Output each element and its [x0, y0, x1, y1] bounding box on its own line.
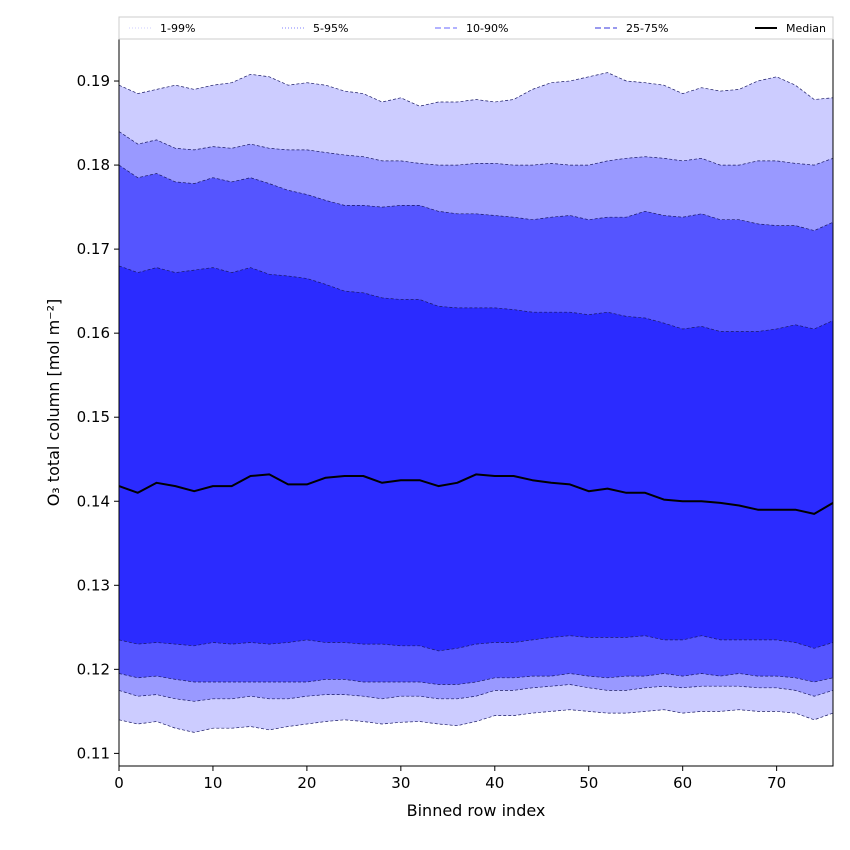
band-p25_75-lower-edge: [118, 635, 834, 652]
legend-label-p5_95: 5-95%: [313, 22, 348, 35]
x-tick-label: 50: [579, 774, 598, 792]
x-tick-label: 20: [297, 774, 316, 792]
x-tick-label: 70: [767, 774, 786, 792]
y-axis: 0.11 0.12 0.13 0.14 0.15 0.16 0.17 0.18 0.19: [77, 72, 119, 762]
band-p10_90-upper-edge: [118, 164, 834, 231]
legend-label-p10_90: 10-90%: [466, 22, 508, 35]
band-p25_75-upper-edge: [118, 265, 834, 332]
band-p1_99-lower-edge: [118, 709, 834, 733]
band-p5_95-upper-edge: [118, 131, 834, 166]
y-tick-label: 0.16: [77, 324, 110, 342]
y-tick-label: 0.11: [77, 744, 110, 762]
legend-label-p25_75: 25-75%: [626, 22, 668, 35]
x-tick-label: 0: [114, 774, 124, 792]
y-tick-label: 0.19: [77, 72, 110, 90]
x-axis-label: Binned row index: [407, 801, 546, 820]
y-tick-label: 0.12: [77, 660, 110, 678]
x-tick-label: 40: [485, 774, 504, 792]
y-axis-label: O₃ total column [mol m⁻²]: [44, 299, 63, 507]
legend-box: [118, 16, 834, 40]
median-layer: [118, 473, 834, 515]
band-p5_95-lower-edge: [118, 684, 834, 702]
y-tick-label: 0.13: [77, 576, 110, 594]
x-axis: 0 10 20 30 40 50 60 70: [114, 766, 786, 792]
bands-layer: [118, 72, 834, 733]
y-tick-label: 0.15: [77, 408, 110, 426]
median-line: [118, 473, 834, 515]
x-tick-label: 60: [673, 774, 692, 792]
legend: 1-99% 5-95% 10-90% 25-75% Median: [118, 16, 834, 40]
y-tick-label: 0.18: [77, 156, 110, 174]
y-tick-label: 0.17: [77, 240, 110, 258]
legend-label-median: Median: [786, 22, 826, 35]
x-tick-label: 10: [203, 774, 222, 792]
band-p1_99-upper-edge: [118, 72, 834, 107]
y-tick-label: 0.14: [77, 492, 110, 510]
legend-label-p1_99: 1-99%: [160, 22, 195, 35]
band-p25_75: [119, 265, 833, 651]
x-tick-label: 30: [391, 774, 410, 792]
